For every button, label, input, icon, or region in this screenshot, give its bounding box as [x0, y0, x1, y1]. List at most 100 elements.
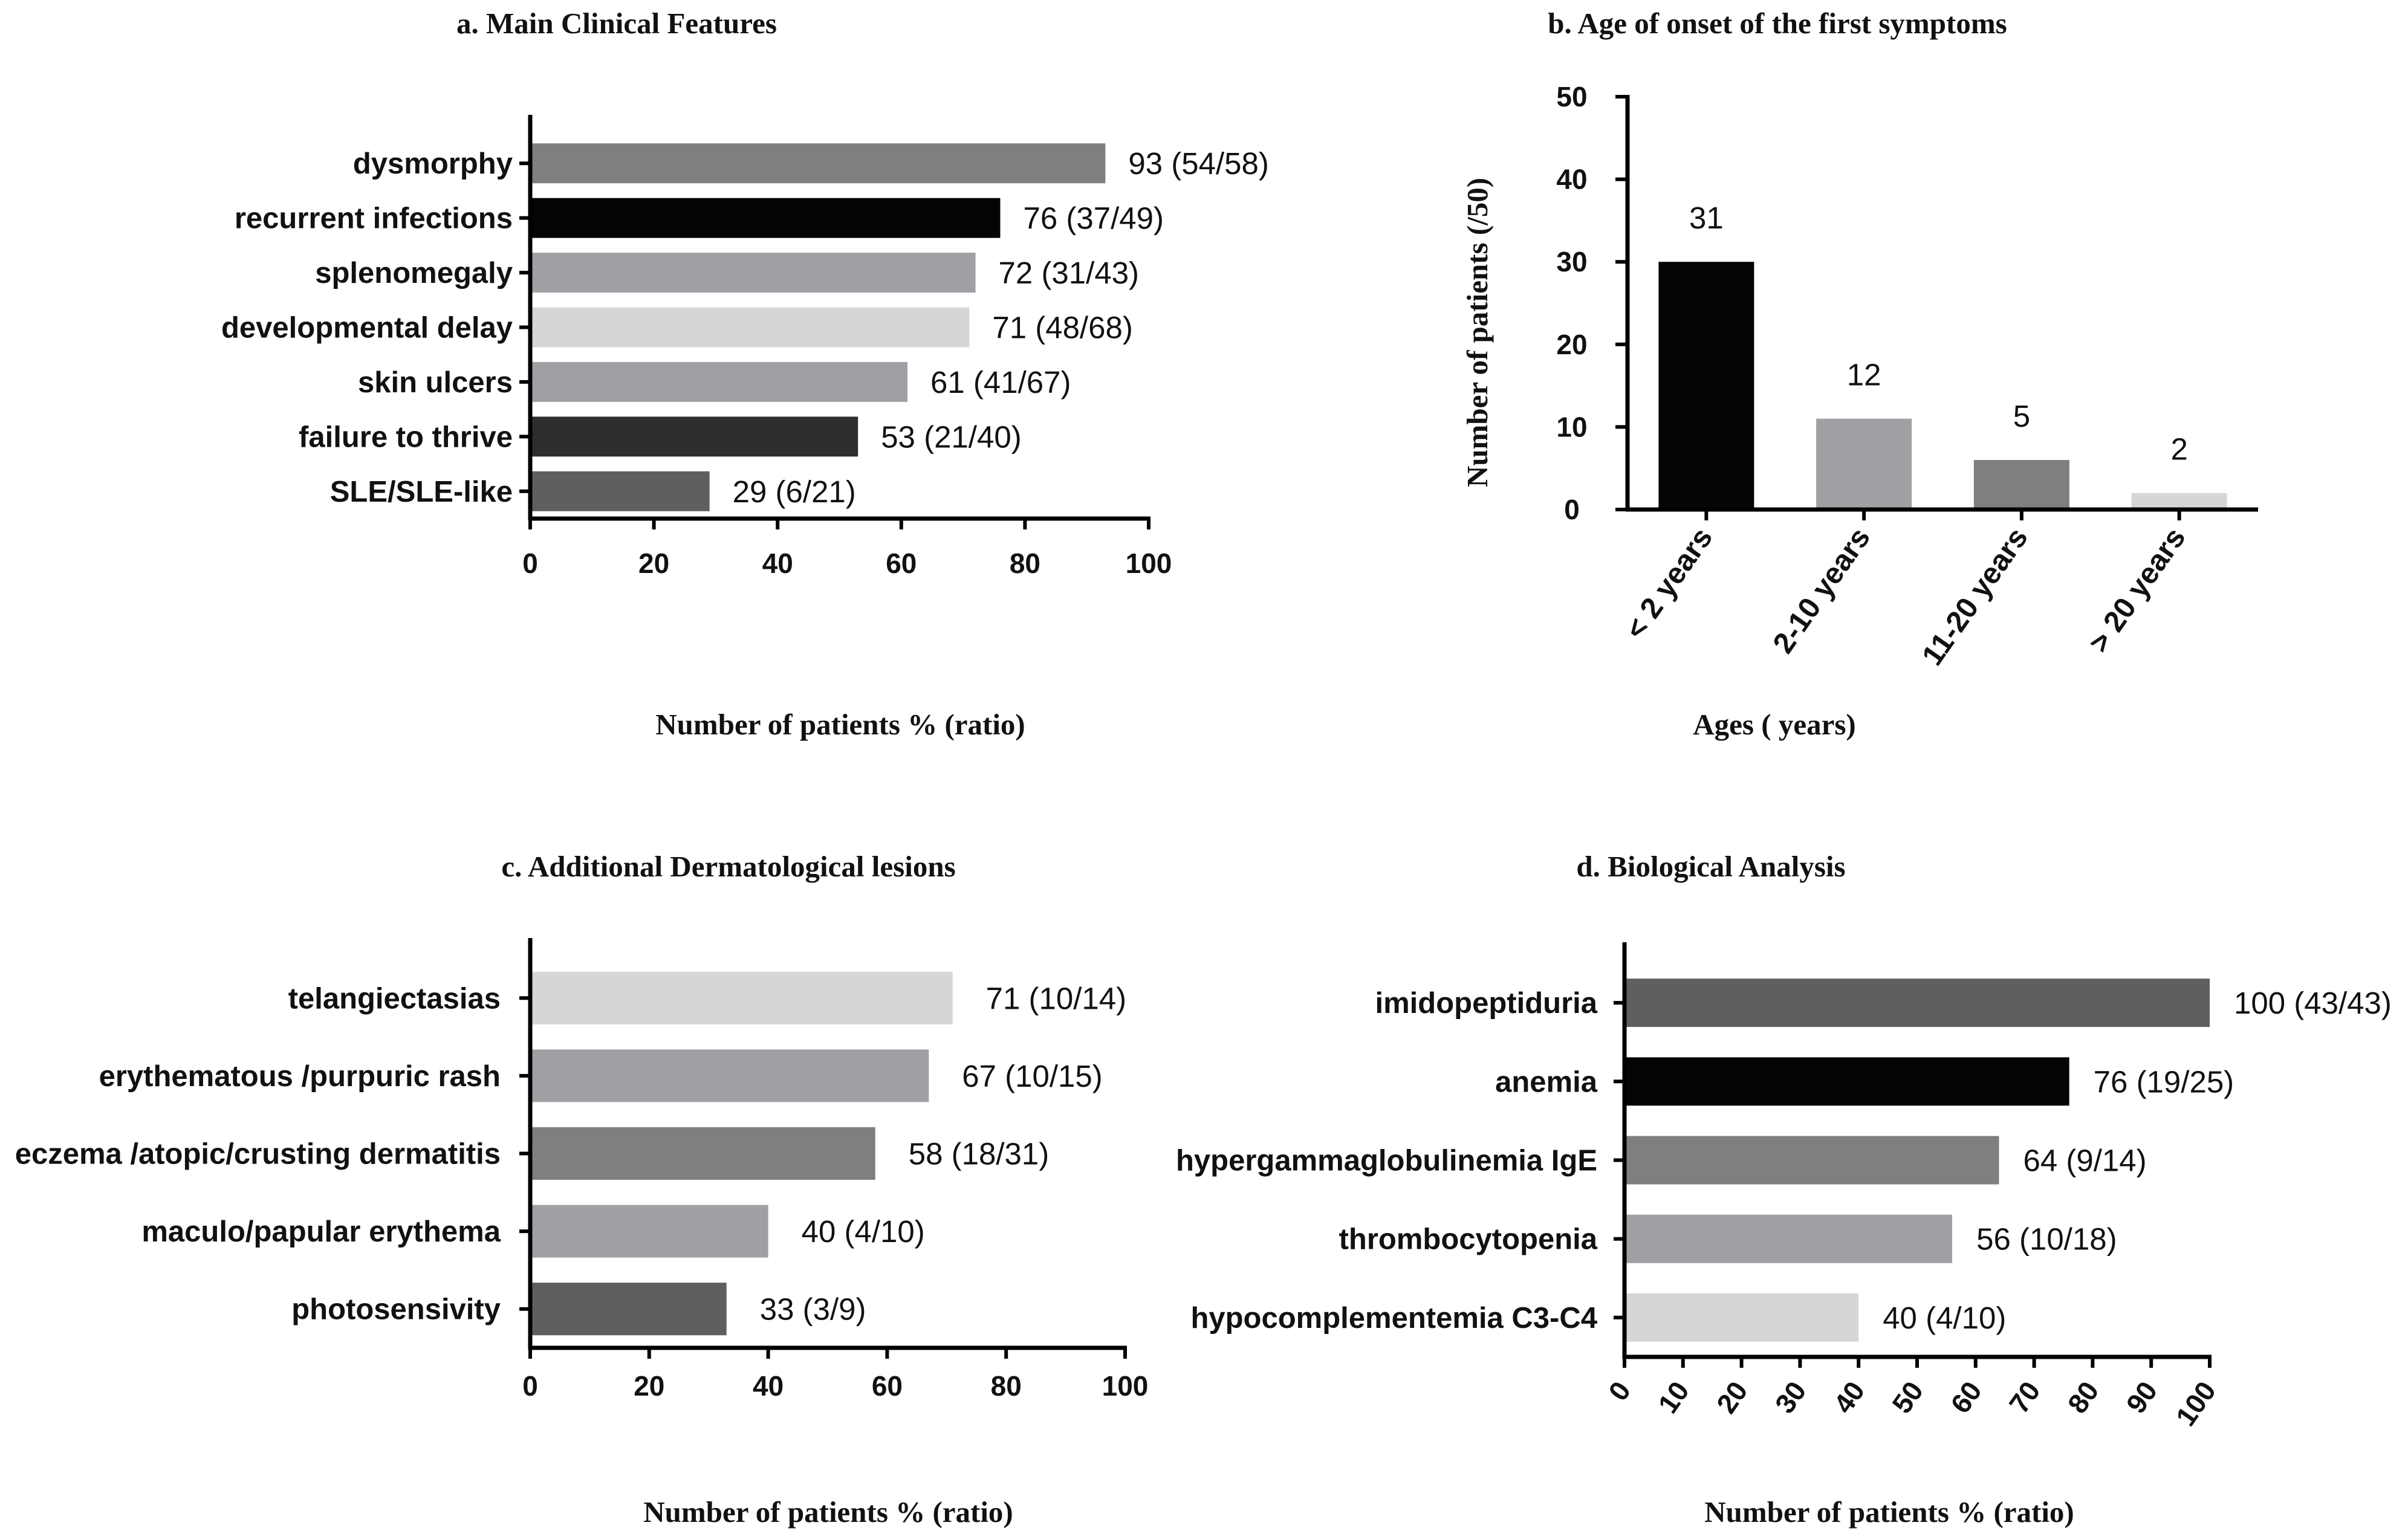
panel-c-category-label-2: eczema /atopic/crusting dermatitis [15, 1138, 501, 1171]
panel-a-x-axis-title: Number of patients % (ratio) [655, 708, 1025, 741]
panel-b-y-tick-label-0: 0 [1564, 494, 1580, 525]
panel-a-x-tick-label-5: 100 [1126, 548, 1172, 579]
panel-c-category-label-3: maculo/papular erythema [141, 1215, 501, 1248]
panel-c-data-label-3: 40 (4/10) [802, 1214, 925, 1249]
panel-c-x-tick-label-4: 80 [991, 1370, 1022, 1402]
panel-c: c. Additional Dermatological lesions Num… [15, 850, 1149, 1529]
panel-c-data-label-4: 33 (3/9) [760, 1292, 866, 1327]
panel-c-x-tick-label-3: 60 [872, 1370, 903, 1402]
panel-d-title: d. Biological Analysis [1576, 850, 1845, 883]
panel-d-bar-3 [1624, 1214, 1953, 1263]
panel-d-bar-0 [1624, 979, 2210, 1028]
panel-d-data-label-4: 40 (4/10) [1883, 1301, 2006, 1335]
panel-d-x-tick-label-10: 100 [2170, 1376, 2222, 1432]
panel-d-bar-4 [1624, 1293, 1859, 1342]
panel-b-y-tick-label-3: 30 [1556, 246, 1587, 277]
panel-c-bar-0 [530, 971, 953, 1024]
panel-d-category-label-0: imidopeptiduria [1375, 987, 1598, 1020]
panel-d-x-tick-label-0: 0 [1602, 1376, 1637, 1406]
panel-d-x-tick-label-5: 50 [1886, 1376, 1929, 1419]
panel-a-category-label-4: skin ulcers [358, 366, 513, 399]
panel-b-x-axis-title: Ages ( years) [1693, 708, 1855, 741]
panel-a-bar-1 [530, 198, 1001, 238]
panel-c-bar-1 [530, 1049, 929, 1102]
panel-d-category-label-4: hypocomplementemia C3-C4 [1190, 1302, 1597, 1335]
panel-b-data-label-1: 12 [1847, 358, 1881, 392]
panel-b-category-label-1: 2-10 years [1767, 522, 1877, 659]
panel-d-category-label-3: thrombocytopenia [1339, 1223, 1598, 1256]
panel-c-x-tick-label-5: 100 [1102, 1370, 1149, 1402]
panel-b-category-label-3: > 20 years [2083, 522, 2192, 658]
panel-b-y-tick-label-5: 50 [1556, 81, 1587, 112]
panel-b-data-label-0: 31 [1689, 201, 1724, 235]
panel-a-category-label-6: SLE/SLE-like [330, 476, 513, 508]
panel-a-bar-3 [530, 307, 970, 348]
panel-d-x-tick-label-4: 40 [1827, 1376, 1871, 1419]
panel-d-bar-2 [1624, 1136, 1999, 1185]
panel-c-data-label-0: 71 (10/14) [986, 981, 1127, 1015]
panel-b-data-label-3: 2 [2170, 432, 2187, 467]
panel-a-category-label-2: splenomegaly [315, 257, 513, 290]
panel-a-data-label-3: 71 (48/68) [992, 311, 1133, 345]
panel-d-x-tick-label-9: 90 [2120, 1376, 2163, 1419]
panel-a-data-label-0: 93 (54/58) [1128, 146, 1269, 181]
panel-c-category-label-0: telangiectasias [288, 982, 501, 1015]
panel-c-x-tick-label-2: 40 [753, 1370, 784, 1402]
panel-b-bar-0 [1658, 262, 1754, 510]
panel-a-x-tick-label-1: 20 [638, 548, 669, 579]
panel-a-bar-4 [530, 361, 908, 402]
panel-d-x-tick-label-3: 30 [1769, 1376, 1812, 1419]
panel-c-x-tick-label-1: 20 [634, 1370, 664, 1402]
panel-b-y-axis-title: Number of patients (/50) [1461, 178, 1494, 487]
panel-d: d. Biological Analysis Number of patient… [1176, 850, 2392, 1529]
panel-d-data-label-1: 76 (19/25) [2094, 1064, 2234, 1099]
panel-d-category-label-2: hypergammaglobulinemia IgE [1176, 1145, 1597, 1177]
panel-d-data-label-2: 64 (9/14) [2023, 1144, 2147, 1178]
panel-b-category-label-2: 11-20 years [1916, 522, 2034, 671]
panel-b-y-tick-label-1: 10 [1556, 411, 1587, 442]
panel-c-x-tick-label-0: 0 [522, 1370, 538, 1402]
panel-a-category-label-0: dysmorphy [353, 147, 513, 180]
panel-a-category-label-1: recurrent infections [235, 202, 513, 235]
panel-a-bar-2 [530, 253, 976, 293]
panel-a-bar-6 [530, 471, 710, 511]
panel-a-category-label-5: failure to thrive [299, 421, 513, 453]
panel-a-data-label-2: 72 (31/43) [999, 256, 1140, 290]
panel-c-x-axis-title: Number of patients % (ratio) [643, 1495, 1013, 1529]
panel-a-x-tick-label-4: 80 [1010, 548, 1040, 579]
panel-d-x-tick-label-8: 80 [2062, 1376, 2105, 1419]
panel-d-data-label-3: 56 (10/18) [1976, 1222, 2117, 1257]
panel-d-x-tick-label-2: 20 [1710, 1376, 1754, 1419]
panel-c-bar-4 [530, 1283, 727, 1336]
panel-c-data-label-2: 58 (18/31) [909, 1137, 1050, 1171]
panel-c-bar-2 [530, 1127, 875, 1180]
panel-d-x-axis-title: Number of patients % (ratio) [1704, 1495, 2074, 1529]
panel-a-x-tick-label-0: 0 [522, 548, 538, 579]
panel-a-title: a. Main Clinical Features [456, 7, 777, 40]
panel-a: a. Main Clinical Features Number of pati… [221, 7, 1269, 741]
panel-d-x-tick-label-6: 60 [1944, 1376, 1988, 1419]
panel-b-y-tick-label-4: 40 [1556, 164, 1587, 195]
panel-a-data-label-5: 53 (21/40) [881, 419, 1022, 454]
panel-a-x-tick-label-3: 60 [886, 548, 917, 579]
panel-a-bar-0 [530, 143, 1106, 184]
panel-a-x-tick-label-2: 40 [762, 548, 793, 579]
panel-c-bar-3 [530, 1205, 768, 1258]
panel-c-category-label-1: erythematous /purpuric rash [99, 1060, 501, 1093]
panel-b-bar-2 [1973, 460, 2069, 510]
panel-b-y-tick-label-2: 20 [1556, 329, 1587, 360]
panel-b-category-label-0: < 2 years [1619, 522, 1719, 645]
panel-b-data-label-2: 5 [2013, 399, 2030, 433]
panel-a-data-label-4: 61 (41/67) [930, 365, 1071, 400]
panel-a-data-label-6: 29 (6/21) [733, 474, 856, 509]
panel-b-bar-3 [2131, 493, 2227, 510]
panel-d-data-label-0: 100 (43/43) [2234, 986, 2392, 1020]
panel-a-category-label-3: developmental delay [221, 312, 513, 345]
panel-c-data-label-1: 67 (10/15) [962, 1059, 1103, 1093]
panel-a-bar-5 [530, 416, 858, 457]
panel-b-title: b. Age of onset of the first symptoms [1548, 7, 2007, 40]
panel-a-data-label-1: 76 (37/49) [1023, 201, 1164, 236]
panel-d-x-tick-label-7: 70 [2003, 1376, 2046, 1419]
panel-d-bar-1 [1624, 1057, 2069, 1106]
